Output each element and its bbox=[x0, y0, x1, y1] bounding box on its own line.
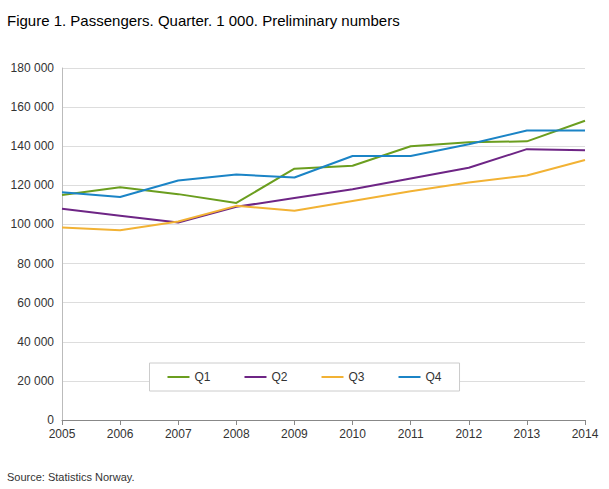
svg-text:100 000: 100 000 bbox=[11, 217, 55, 231]
svg-text:2014: 2014 bbox=[572, 427, 599, 441]
svg-text:2013: 2013 bbox=[514, 427, 541, 441]
svg-text:2012: 2012 bbox=[455, 427, 482, 441]
svg-text:Figure 1. Passengers. Quarter.: Figure 1. Passengers. Quarter. 1 000. Pr… bbox=[7, 12, 400, 29]
svg-text:40 000: 40 000 bbox=[17, 335, 54, 349]
svg-text:160 000: 160 000 bbox=[11, 100, 55, 114]
svg-text:2009: 2009 bbox=[281, 427, 308, 441]
svg-text:Q1: Q1 bbox=[194, 370, 210, 384]
svg-text:20 000: 20 000 bbox=[17, 374, 54, 388]
svg-text:60 000: 60 000 bbox=[17, 296, 54, 310]
svg-text:120 000: 120 000 bbox=[11, 178, 55, 192]
svg-text:2008: 2008 bbox=[223, 427, 250, 441]
svg-text:Q2: Q2 bbox=[271, 370, 287, 384]
svg-text:2010: 2010 bbox=[339, 427, 366, 441]
svg-text:2005: 2005 bbox=[49, 427, 76, 441]
svg-text:2011: 2011 bbox=[398, 427, 424, 441]
svg-text:Q4: Q4 bbox=[426, 370, 442, 384]
svg-text:2007: 2007 bbox=[165, 427, 192, 441]
svg-text:180 000: 180 000 bbox=[11, 61, 55, 75]
svg-text:Source: Statistics Norway.: Source: Statistics Norway. bbox=[7, 471, 135, 483]
svg-text:0: 0 bbox=[47, 413, 54, 427]
svg-text:2006: 2006 bbox=[107, 427, 134, 441]
svg-text:140 000: 140 000 bbox=[11, 139, 55, 153]
svg-text:80 000: 80 000 bbox=[17, 257, 54, 271]
svg-text:Q3: Q3 bbox=[349, 370, 365, 384]
